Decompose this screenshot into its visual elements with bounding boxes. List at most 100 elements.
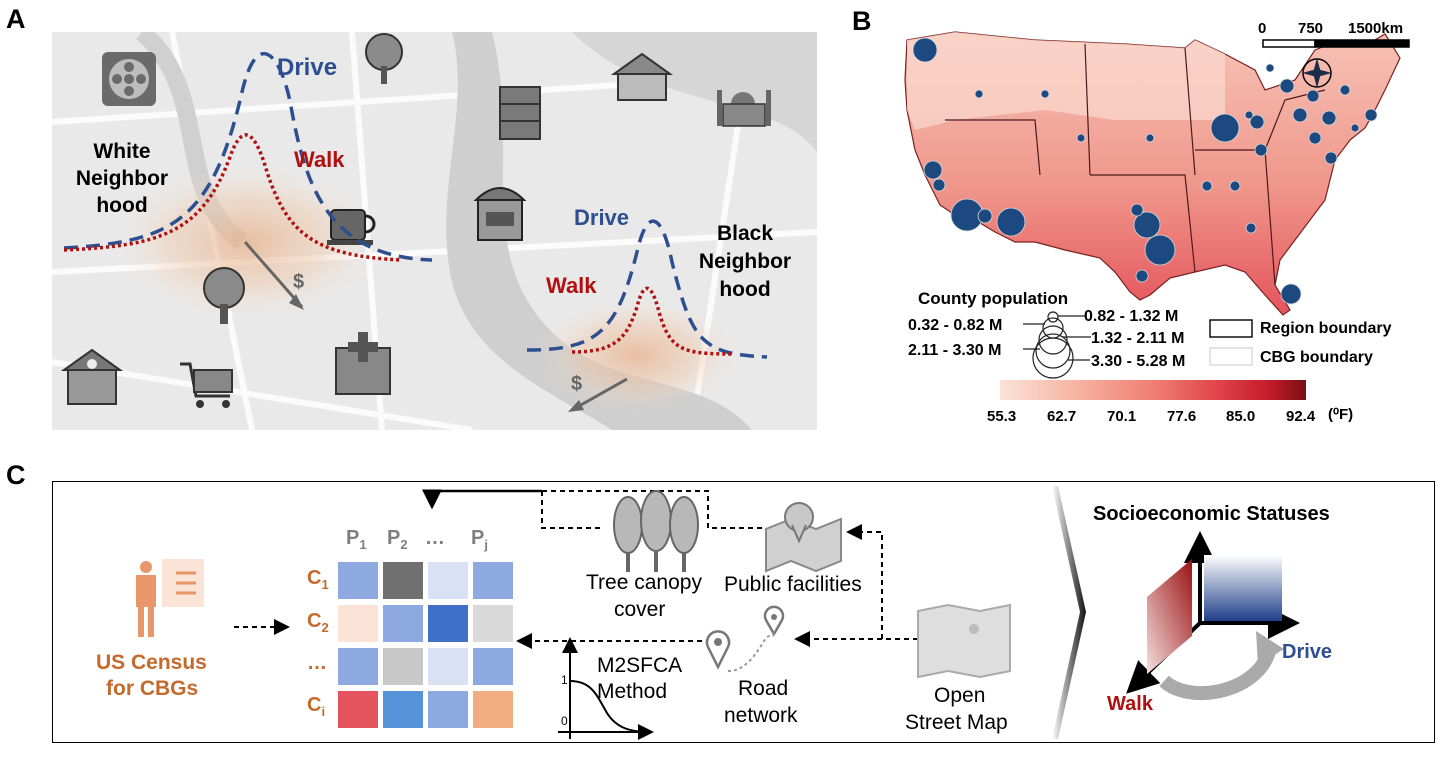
county-population-point: [1324, 151, 1338, 165]
scale-bar-right: [1314, 39, 1410, 48]
county-population-point: [1364, 108, 1378, 122]
county-population-point: [1249, 114, 1265, 130]
section-divider-chevron: [1052, 486, 1086, 739]
matrix-cell: [383, 648, 423, 685]
white-walk-curve: [63, 133, 403, 262]
county-population-point: [1279, 78, 1295, 94]
colorbar-tick-4: 85.0: [1226, 408, 1256, 425]
population-legend-title: County population: [918, 289, 1069, 308]
colorbar-unit: (⁰F): [1328, 406, 1354, 423]
pop-bin-3: 1.32 - 2.11 M: [1091, 330, 1185, 347]
public-facilities-icon: [765, 502, 842, 573]
white-walk-label: Walk: [294, 147, 345, 172]
county-population-point: [1350, 123, 1360, 133]
m2sfca-plot: [558, 637, 654, 740]
road-network-label-1: Road: [738, 677, 789, 700]
county-population-point: [1144, 234, 1176, 266]
panel-b-map: [895, 10, 1451, 440]
ses-title: Socioeconomic Statuses: [1093, 503, 1330, 525]
census-document-icon: [162, 559, 204, 607]
black-walk-curve: [571, 286, 733, 356]
county-population-point: [1133, 211, 1161, 239]
matrix-cell: [428, 691, 468, 728]
county-population-point: [1130, 203, 1144, 217]
row-header-1: C1: [307, 567, 329, 592]
m2sfca-label-2: Method: [597, 680, 668, 703]
m2sfca-axis-one: 1: [561, 673, 568, 687]
tree-canopy-label-1: Tree canopy: [586, 571, 702, 594]
county-population-point: [912, 37, 938, 63]
black-drive-label: Drive: [574, 205, 629, 230]
m2sfca-label-1: M2SFCA: [597, 654, 683, 677]
walk-ses-box: [1147, 559, 1192, 674]
scale-bar-left: [1262, 39, 1316, 48]
bookshelf-icon: [499, 86, 541, 140]
m2sfca-axis-zero: 0: [561, 714, 568, 728]
county-population-point: [1265, 63, 1275, 73]
river: [446, 32, 752, 430]
cbg-boundary-label: CBG boundary: [1260, 349, 1373, 366]
coffee-cup-icon: [327, 209, 376, 245]
matrix-cell: [338, 691, 378, 728]
ses-drive-label: Drive: [1282, 641, 1333, 663]
pop-bin-4: 2.11 - 3.30 M: [908, 342, 1002, 359]
matrix-cell: [428, 605, 468, 642]
county-population-point: [1254, 143, 1268, 157]
ses-walk-label: Walk: [1107, 693, 1153, 715]
colorbar-tick-3: 77.6: [1167, 408, 1197, 425]
road-network-label-2: network: [724, 704, 798, 727]
ses-curved-arrow: [1159, 645, 1277, 701]
pop-bin-5: 3.30 - 5.28 M: [1091, 353, 1186, 370]
matrix-cell: [473, 562, 513, 599]
tree-canopy-icon: [613, 490, 699, 572]
matrix-cell: [383, 691, 423, 728]
matrix-cell: [383, 562, 423, 599]
tree-icon-middle: [203, 267, 245, 324]
accessibility-matrix: [338, 562, 513, 728]
white-drive-label: Drive: [277, 54, 337, 81]
colorbar-tick-2: 70.1: [1107, 408, 1137, 425]
us-map-svg: [904, 31, 1410, 400]
film-reel-icon: [102, 52, 156, 106]
osm-label-1: Open: [934, 684, 986, 707]
county-population-point: [1321, 110, 1337, 126]
county-population-point: [1292, 107, 1308, 123]
white-neighborhood-line-1: White: [93, 140, 150, 163]
col-header-j: Pj: [471, 527, 488, 552]
col-header-ellipsis: …: [425, 527, 445, 549]
black-neighborhood-glow: [537, 300, 737, 410]
matrix-cell: [473, 648, 513, 685]
white-neighborhood-line-2: Neighbor: [76, 167, 168, 190]
black-drive-curve: [526, 219, 768, 359]
census-label-line-1: US Census: [96, 651, 207, 674]
black-neighborhood-line-1: Black: [717, 222, 773, 245]
county-population-point: [1306, 89, 1320, 103]
white-neighborhood-glow: [117, 167, 377, 317]
public-facilities-label: Public facilities: [724, 573, 862, 596]
compass-icon: [1302, 58, 1332, 88]
school-icon: [60, 348, 124, 405]
store-icon-top: [610, 52, 674, 101]
shopping-cart-icon: [180, 362, 233, 408]
county-population-point: [977, 208, 993, 224]
open-street-map-icon: [917, 603, 1011, 679]
panel-c-svg: [136, 486, 1300, 740]
pop-bin-1: 0.32 - 0.82 M: [908, 317, 1003, 334]
matrix-cell: [473, 605, 513, 642]
matrix-cell: [383, 605, 423, 642]
matrix-cell: [473, 691, 513, 728]
county-population-point: [1040, 89, 1050, 99]
black-dollar: $: [571, 373, 582, 395]
panel-a-map-svg: Drive Walk Drive Walk White Neighbor hoo…: [52, 32, 817, 430]
matrix-cell: [338, 648, 378, 685]
row-header-2: C2: [307, 610, 329, 635]
tree-icon-top: [365, 33, 403, 84]
osm-label-2: Street Map: [905, 711, 1008, 734]
region-boundary-swatch: [1209, 319, 1253, 338]
row-header-i: Ci: [307, 694, 326, 719]
panel-a-letter: A: [6, 4, 26, 34]
panel-c-letter: C: [6, 460, 26, 490]
population-legend-circles: [1023, 311, 1091, 379]
black-neighborhood-line-3: hood: [719, 278, 770, 301]
county-population-point: [1339, 84, 1351, 96]
